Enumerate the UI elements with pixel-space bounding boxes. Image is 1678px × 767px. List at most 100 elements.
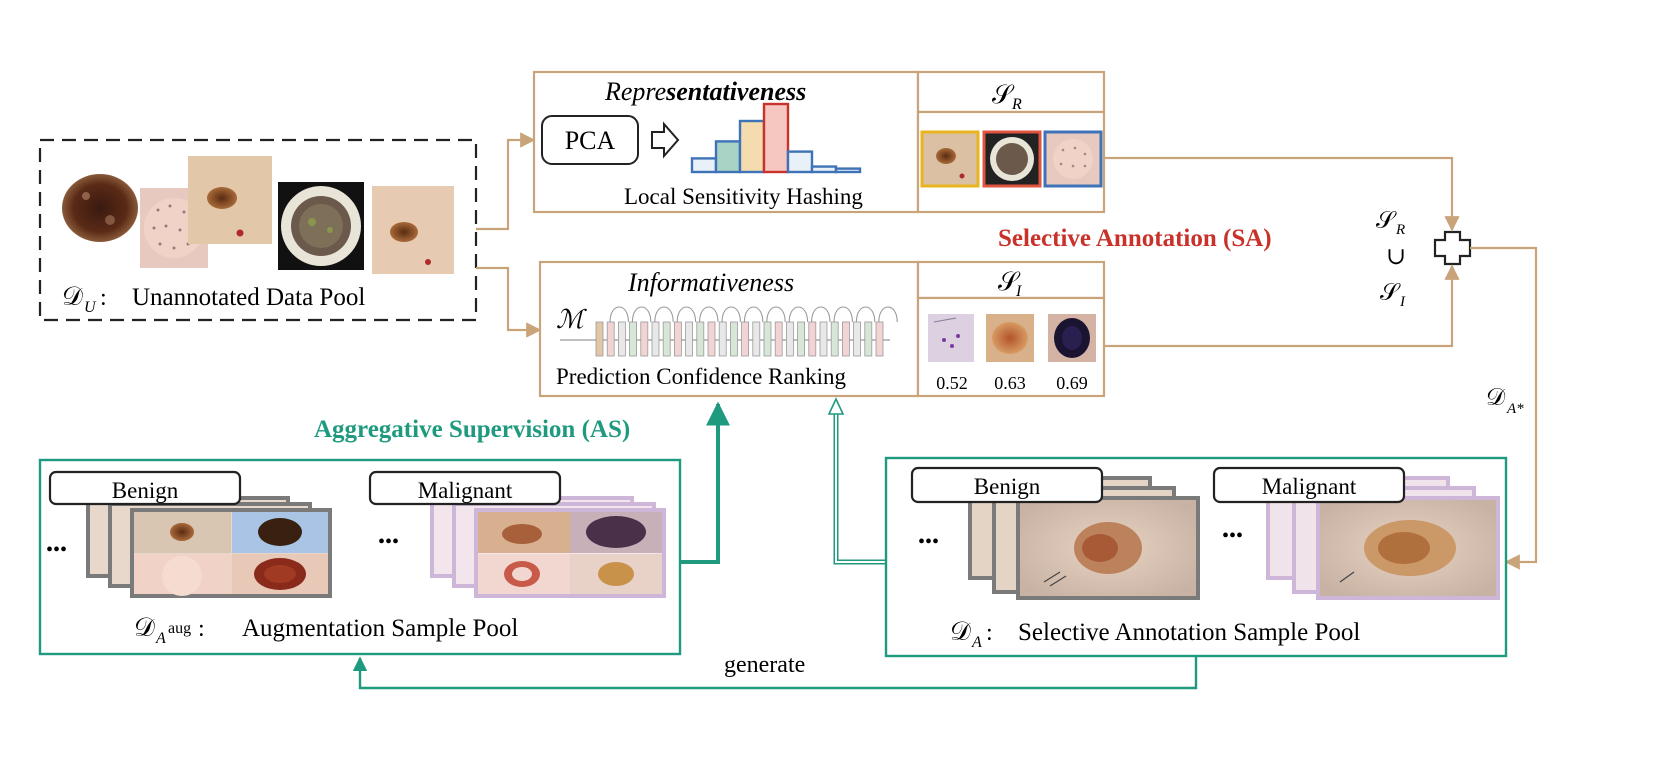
union-expression: 𝒮 R ∪ 𝒮 I xyxy=(1376,208,1406,310)
pcr-label: Prediction Confidence Ranking xyxy=(556,364,846,389)
selective-pool-box: Benign Malignant ••• ••• 𝒟 A : Selective… xyxy=(884,456,1508,658)
sel-pool-sep: : xyxy=(986,620,993,646)
informativeness-title: Informativeness xyxy=(627,268,794,297)
network-layer xyxy=(763,321,772,357)
network-skip xyxy=(766,306,786,323)
network-layer xyxy=(685,321,693,357)
union-plus-icon xyxy=(1433,230,1472,266)
network-layer xyxy=(674,321,682,357)
network-layer xyxy=(853,321,861,357)
si-image-2 xyxy=(986,314,1034,362)
pool-image-5 xyxy=(372,186,454,274)
sr-image-yellow xyxy=(920,130,980,188)
sel-malignant-label: Malignant xyxy=(1262,474,1357,499)
network-skip xyxy=(811,306,831,323)
union-top-sub: R xyxy=(1395,222,1405,238)
aug-pool-symbol: 𝒟 xyxy=(134,613,155,642)
network-skip xyxy=(833,306,853,323)
network-skip xyxy=(676,306,697,323)
aggregative-supervision-label: Aggregative Supervision (AS) xyxy=(314,416,630,443)
model-symbol: ℳ xyxy=(556,305,587,334)
pool-image-3 xyxy=(188,156,272,244)
network-layer xyxy=(819,321,828,357)
network-skip xyxy=(654,306,674,323)
network-layer xyxy=(808,321,817,357)
network-layer xyxy=(595,321,604,357)
histogram-bar xyxy=(714,140,742,174)
aug-pool-superscript: aug xyxy=(168,620,191,637)
unannotated-pool-label: Unannotated Data Pool xyxy=(132,284,365,311)
unannotated-pool-subscript: U xyxy=(84,299,97,316)
histogram-bar xyxy=(762,102,790,174)
aug-benign-stack xyxy=(86,496,332,598)
si-image-3 xyxy=(1048,314,1096,362)
si-symbol: 𝒮 xyxy=(998,267,1021,296)
network-layer xyxy=(786,321,794,357)
informativeness-box: Informativeness ℳ Prediction Confidence … xyxy=(538,260,920,398)
union-top-symbol: 𝒮 xyxy=(1376,208,1397,234)
network-skip xyxy=(631,306,652,323)
pca-arrow-icon xyxy=(651,121,680,159)
sel-pool-label: Selective Annotation Sample Pool xyxy=(1018,619,1360,646)
generate-label: generate xyxy=(724,652,805,678)
sr-image-blue xyxy=(1043,130,1103,188)
histogram-bar xyxy=(690,157,718,174)
pool-image-1 xyxy=(62,174,138,242)
sel-pool-symbol: 𝒟 xyxy=(950,617,971,646)
pool-to-modules-arrows xyxy=(476,132,542,338)
si-score-2: 0.63 xyxy=(994,373,1026,393)
network-skip xyxy=(609,306,629,323)
unannotated-pool-sep: : xyxy=(100,285,107,311)
da-star-subscript: A* xyxy=(1506,401,1524,417)
network-layer xyxy=(606,321,615,357)
sel-ellipsis-left: ••• xyxy=(918,531,939,553)
network-layer xyxy=(730,321,738,357)
sr-subscript: R xyxy=(1011,96,1022,113)
network-layer xyxy=(640,321,649,357)
network-layer xyxy=(696,321,705,357)
network-skip xyxy=(721,306,741,323)
representativeness-title-suffix: sentativeness xyxy=(665,77,806,106)
selective-to-informativeness-arrow xyxy=(827,397,886,565)
sr-image-red xyxy=(982,130,1042,188)
si-score-3: 0.69 xyxy=(1056,373,1088,393)
aug-ellipsis-right: ••• xyxy=(378,531,399,553)
network-layer xyxy=(741,321,749,357)
histogram-bar xyxy=(810,165,838,174)
aug-ellipsis-left: ••• xyxy=(46,539,67,561)
aug-benign-label: Benign xyxy=(112,478,179,503)
network-layer xyxy=(875,321,884,357)
sel-ellipsis-right: ••• xyxy=(1222,525,1243,547)
network-layer xyxy=(830,321,839,357)
histogram-bar xyxy=(834,167,862,174)
union-bottom-sub: I xyxy=(1399,294,1406,310)
histogram-bar xyxy=(786,150,814,174)
histogram-bar xyxy=(738,119,766,174)
si-panel: 𝒮 I 0.52 0.63 0.69 xyxy=(916,260,1106,398)
network-skip xyxy=(699,306,719,323)
network-layer xyxy=(629,321,637,357)
network-skip xyxy=(743,306,764,323)
sel-benign-label: Benign xyxy=(974,474,1041,499)
network-layer xyxy=(864,321,873,357)
representativeness-title: Representativeness xyxy=(604,77,806,106)
aug-malignant-label: Malignant xyxy=(418,478,513,503)
aug-malignant-stack xyxy=(430,496,666,598)
network-layer xyxy=(651,321,660,357)
network-layer xyxy=(774,321,783,357)
pca-label: PCA xyxy=(565,126,616,155)
network-layer xyxy=(752,321,761,357)
unannotated-pool-box: 𝒟 U : Unannotated Data Pool xyxy=(38,138,478,322)
network-layer xyxy=(718,321,727,357)
sel-pool-subscript: A xyxy=(971,634,982,651)
sr-panel: 𝒮 R xyxy=(916,70,1106,214)
sr-symbol: 𝒮 xyxy=(992,80,1015,109)
augmentation-pool-box: Benign Malignant ••• ••• 𝒟 A aug : Augme… xyxy=(38,458,682,656)
lsh-histogram xyxy=(690,102,862,174)
network-skip xyxy=(788,306,809,323)
generate-arrow xyxy=(352,656,1198,690)
representativeness-title-prefix: Repre xyxy=(604,77,666,106)
da-star-symbol: 𝒟 xyxy=(1486,385,1506,411)
representativeness-box: Representativeness PCA Local Sensitivity… xyxy=(532,70,920,214)
